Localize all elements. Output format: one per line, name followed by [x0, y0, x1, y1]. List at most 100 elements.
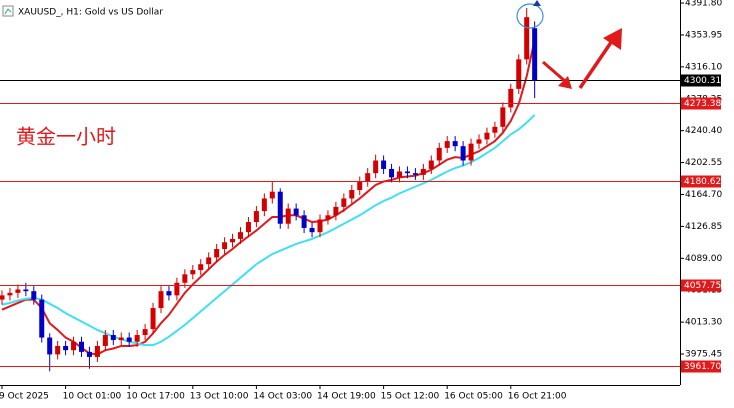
arrow-down [542, 60, 567, 84]
y-tick-label: 4240.40 [685, 126, 722, 136]
labels-layer: 4391.804353.954316.104278.254240.404202.… [0, 0, 722, 402]
x-tick-label: 10 Oct 17:00 [126, 392, 185, 402]
level-label-box [681, 97, 721, 110]
x-tick-label: 14 Oct 03:00 [253, 392, 312, 402]
candle-body [214, 249, 220, 258]
candle-body [500, 107, 506, 127]
level-label: 3961.70 [684, 362, 721, 372]
highlight-circle [516, 3, 544, 29]
candle-body [126, 337, 132, 342]
y-tick-label: 4353.95 [685, 30, 722, 40]
candle-body [174, 282, 180, 296]
x-tick-label: 16 Oct 21:00 [508, 392, 567, 402]
candle-body [277, 191, 283, 224]
candle-body [110, 335, 116, 341]
candle-body [206, 257, 212, 265]
candle-body [198, 264, 204, 271]
candle-body [166, 291, 172, 296]
candle-body [293, 208, 299, 216]
symbol-icon [2, 5, 14, 17]
candle-body [134, 335, 140, 342]
candle-body [71, 341, 77, 351]
candle-body [420, 168, 426, 175]
candle-body [532, 28, 538, 81]
candle-body [349, 190, 355, 199]
symbol-icon-line [4, 8, 12, 15]
level-label: 4180.62 [684, 177, 721, 187]
x-tick-label: 15 Oct 12:00 [381, 392, 440, 402]
y-tick-label: 4126.85 [685, 222, 722, 232]
y-tick-label: 4089.00 [685, 254, 722, 264]
annotation: 黄金一小时 [16, 125, 116, 149]
y-tick-label: 3975.45 [685, 350, 722, 360]
candle-body [492, 126, 498, 133]
candle-body [253, 211, 259, 223]
candle-body [381, 160, 387, 169]
candle-body [333, 206, 339, 216]
candle-body [508, 88, 514, 108]
x-tick-label: 10 Oct 01:00 [63, 392, 122, 402]
chart-title: XAUUSD_, H1: Gold vs US Dollar [18, 8, 163, 18]
level-label-box [681, 279, 721, 292]
candle-body [397, 171, 402, 178]
candle-body [436, 147, 442, 161]
candle-body [0, 295, 5, 300]
candle-body [373, 160, 379, 174]
candle-body [23, 289, 29, 292]
level-label-box [681, 74, 721, 87]
candle-body [357, 181, 363, 191]
candle-body [412, 173, 418, 175]
candle-body [142, 329, 148, 336]
x-tick-label: 16 Oct 05:00 [444, 392, 503, 402]
candle-body [222, 242, 228, 250]
candle-body [47, 337, 53, 355]
candle-body [341, 198, 347, 207]
candle-body [468, 143, 474, 161]
x-tick-label: 13 Oct 10:00 [190, 392, 249, 402]
candle-body [230, 238, 236, 243]
candle-body [365, 173, 371, 182]
candle-body [79, 341, 84, 352]
candle-body [7, 292, 13, 296]
candle-body [261, 198, 267, 212]
candle-body [428, 160, 434, 169]
candle-body [460, 146, 466, 161]
y-tick-label: 4202.55 [685, 158, 722, 168]
candle-body [31, 291, 37, 300]
candle-body [524, 17, 530, 60]
candle-body [452, 141, 458, 147]
candle-body [86, 351, 92, 357]
x-tick-label: 14 Oct 19:00 [317, 392, 376, 402]
candle-body [444, 141, 450, 148]
candle-body [476, 139, 482, 144]
y-tick-label: 4013.30 [685, 318, 722, 328]
candle-body [55, 345, 61, 355]
candle-body [238, 232, 243, 239]
candle-body [182, 274, 188, 283]
candle-body [190, 270, 196, 275]
candle-body [102, 335, 108, 346]
y-tick-label: 4316.10 [685, 62, 722, 72]
candle-body [150, 308, 156, 330]
candle-body [389, 168, 395, 178]
level-label: 4057.75 [684, 281, 721, 291]
peak-marker [533, 0, 541, 6]
arrow-up [578, 37, 616, 89]
candle-body [516, 59, 522, 89]
candle-body [158, 291, 164, 309]
candle-body [285, 208, 291, 224]
candle-body [301, 215, 307, 228]
candle-body [39, 299, 45, 338]
candle-body [484, 132, 490, 140]
candle-body [269, 191, 275, 199]
level-label: 4300.31 [684, 76, 721, 86]
level-label-box [681, 360, 721, 373]
level-label: 4273.38 [684, 99, 721, 109]
y-tick-label: 4164.70 [685, 190, 722, 200]
candle-body [309, 227, 315, 233]
candle-body [317, 219, 323, 233]
candle-body [15, 289, 21, 293]
candle-body [63, 345, 69, 351]
